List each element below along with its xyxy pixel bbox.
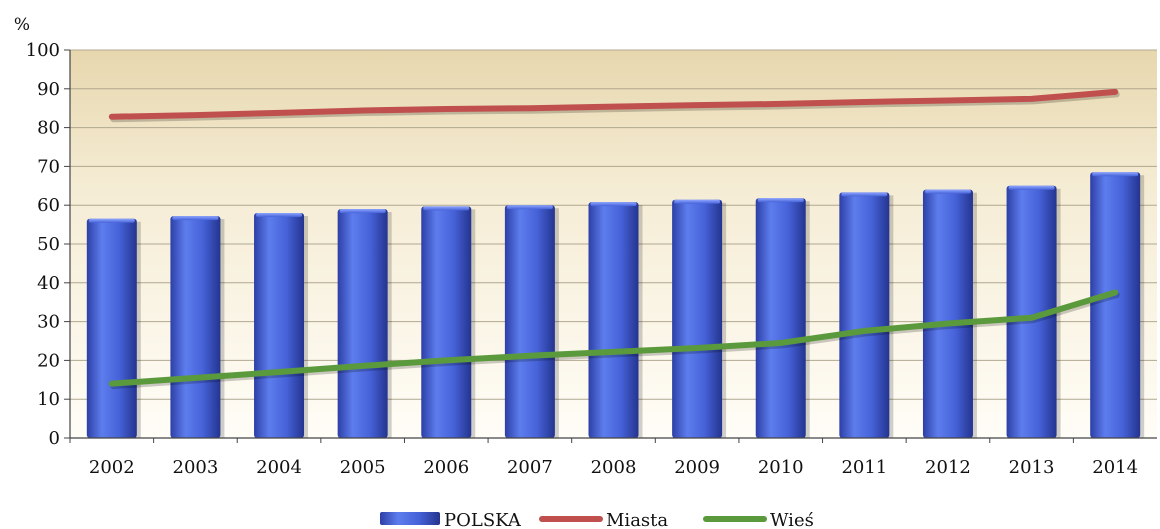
bar-2004	[254, 212, 309, 438]
y-tick-label: 30	[37, 312, 60, 333]
bar-body	[1006, 185, 1057, 438]
bar-body	[170, 216, 221, 438]
y-tick-label: 20	[37, 350, 60, 371]
bar-body	[922, 189, 973, 438]
y-tick-label: 40	[37, 273, 60, 294]
bar-2008	[588, 202, 643, 438]
bar-2011	[839, 192, 894, 438]
x-tick-label: 2010	[758, 457, 804, 478]
bar-body	[672, 199, 723, 438]
bar-2010	[755, 198, 810, 438]
line-wieś	[108, 289, 1119, 387]
bar-2012	[922, 189, 977, 438]
bar-top-highlight	[506, 205, 553, 210]
bar-top-highlight	[88, 218, 135, 223]
legend-label: Miasta	[606, 510, 668, 529]
y-tick-label: 60	[37, 195, 60, 216]
x-tick-label: 2005	[340, 457, 386, 478]
bar-top-highlight	[339, 209, 386, 214]
x-tick-label: 2013	[1009, 457, 1055, 478]
y-tick-label: 0	[49, 428, 60, 449]
bar-body	[86, 218, 137, 438]
bar-top-highlight	[757, 198, 804, 203]
legend-item-wieś: Wieś	[703, 510, 814, 529]
axes	[64, 49, 1157, 443]
x-tick-label: 2002	[89, 457, 135, 478]
x-tick-label: 2009	[674, 457, 720, 478]
bar-top-highlight	[924, 189, 971, 194]
bar-body	[755, 198, 806, 438]
bar-body	[254, 212, 305, 438]
bar-2014	[1090, 172, 1145, 438]
bar-top-highlight	[841, 192, 888, 197]
bar-2003	[170, 216, 225, 438]
legend-item-miasta: Miasta	[539, 510, 668, 529]
bar-2006	[421, 206, 476, 438]
bar-2009	[672, 199, 727, 438]
y-tick-label: 50	[37, 234, 60, 255]
x-tick-label: 2012	[925, 457, 971, 478]
line-miasta	[108, 88, 1119, 120]
x-axis-tick-labels: 2002 2003 2004 2005 2006 2007 2008 2009 2010 2011…	[89, 457, 1138, 478]
bar-top-highlight	[674, 199, 721, 204]
y-tick-label: 90	[37, 79, 60, 100]
bar-2002	[86, 218, 141, 438]
y-axis-unit-label: %	[14, 15, 30, 35]
bar-top-highlight	[172, 216, 219, 221]
bar-body	[588, 202, 639, 438]
x-tick-label: 2004	[256, 457, 302, 478]
x-tick-label: 2014	[1092, 457, 1138, 478]
x-tick-label: 2007	[507, 457, 553, 478]
y-axis-tick-labels: 0 10 20 30 40 50 60 70 80 90 100	[26, 40, 60, 449]
bar-body	[337, 209, 388, 438]
bar-2005	[337, 209, 392, 438]
bar-body	[421, 206, 472, 438]
legend-label: Wieś	[770, 510, 814, 529]
bar-top-highlight	[1008, 185, 1055, 190]
x-tick-label: 2011	[841, 457, 887, 478]
y-tick-label: 100	[26, 40, 60, 61]
bar-body	[504, 205, 555, 438]
line-series	[108, 88, 1120, 390]
bar-top-highlight	[423, 206, 470, 211]
bar-top-highlight	[590, 202, 637, 207]
x-tick-label: 2008	[591, 457, 637, 478]
legend: POLSKA Miasta Wieś	[380, 510, 814, 529]
bar-top-highlight	[256, 212, 303, 217]
x-tick-label: 2003	[173, 457, 219, 478]
bar-body	[1090, 172, 1141, 438]
y-tick-label: 80	[37, 118, 60, 139]
y-tick-label: 70	[37, 156, 60, 177]
y-tick-label: 10	[37, 389, 60, 410]
bar-body	[839, 192, 890, 438]
legend-swatch	[380, 512, 440, 525]
x-tick-label: 2006	[423, 457, 469, 478]
bar-top-highlight	[1092, 172, 1139, 177]
legend-label: POLSKA	[444, 510, 522, 529]
legend-item-polska: POLSKA	[380, 510, 522, 529]
bar-2007	[504, 205, 559, 438]
